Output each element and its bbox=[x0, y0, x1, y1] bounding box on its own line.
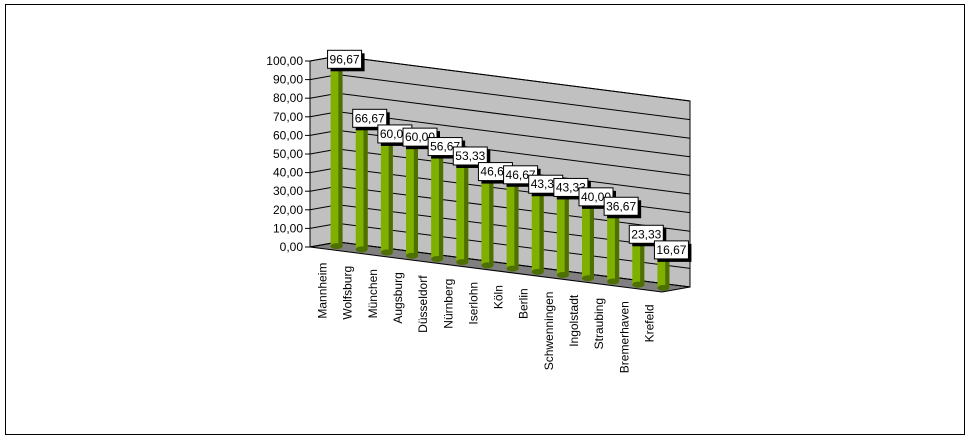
bar-body bbox=[506, 181, 519, 269]
bar-shade bbox=[665, 256, 670, 288]
bar-base bbox=[406, 252, 418, 259]
gridline bbox=[337, 92, 691, 139]
x-category-label: Ingolstadt bbox=[567, 294, 581, 347]
bar-shade bbox=[464, 162, 469, 263]
y-tick-label: 70,00 bbox=[273, 110, 303, 124]
bar-shade bbox=[438, 153, 444, 259]
x-category-label: München bbox=[366, 269, 380, 318]
bar-base bbox=[380, 249, 393, 256]
bar-base bbox=[556, 272, 569, 279]
gridline bbox=[337, 74, 691, 121]
y-tick-label: 10,00 bbox=[273, 221, 303, 235]
data-label-box bbox=[452, 146, 488, 166]
bar-base bbox=[582, 275, 594, 282]
data-label: 53,33 bbox=[455, 149, 485, 163]
bar-shade bbox=[388, 140, 393, 253]
bar-base bbox=[481, 262, 494, 269]
y-tick-label: 90,00 bbox=[273, 73, 303, 87]
bar-base bbox=[632, 281, 645, 288]
y-tick-label: 30,00 bbox=[273, 184, 303, 198]
data-label: 36,67 bbox=[606, 199, 636, 213]
x-category-label: Nürnberg bbox=[441, 279, 455, 329]
y-tick-label: 40,00 bbox=[273, 166, 303, 180]
x-category-label: Straubing bbox=[592, 298, 606, 349]
bar-base bbox=[330, 243, 343, 250]
bar-shade bbox=[338, 66, 343, 247]
y-tick-label: 60,00 bbox=[273, 128, 303, 142]
bar-shade bbox=[640, 241, 645, 285]
bar-shade bbox=[489, 178, 494, 266]
x-category-label: Köln bbox=[492, 285, 506, 309]
x-category-label: Wolfsburg bbox=[341, 266, 355, 320]
y-tick-label: 80,00 bbox=[273, 91, 303, 105]
x-category-label: Düsseldorf bbox=[416, 275, 430, 333]
x-category-label: Mannheim bbox=[316, 263, 330, 319]
x-category-label: Bremerhaven bbox=[617, 301, 631, 373]
x-category-label: Iserlohn bbox=[466, 282, 480, 325]
gridline bbox=[337, 111, 691, 158]
bar-base bbox=[355, 246, 368, 253]
y-tick-label: 50,00 bbox=[273, 147, 303, 161]
bar-shade bbox=[413, 144, 418, 256]
data-label-box bbox=[327, 49, 363, 69]
gridline bbox=[337, 55, 691, 102]
bar-shade bbox=[564, 194, 569, 276]
bar-base bbox=[431, 255, 444, 262]
data-label: 16,67 bbox=[656, 243, 686, 257]
data-label: 23,33 bbox=[631, 227, 661, 241]
data-label-box bbox=[628, 224, 664, 244]
x-category-label: Schwenningen bbox=[542, 292, 556, 371]
y-tick-label: 0,00 bbox=[280, 240, 304, 254]
data-label: 66,67 bbox=[355, 111, 385, 125]
bar-shade bbox=[514, 181, 519, 269]
y-tick-label: 100,00 bbox=[266, 54, 303, 68]
bar-shade bbox=[363, 125, 368, 250]
data-label-box bbox=[352, 108, 388, 128]
bar-shade bbox=[539, 191, 544, 272]
bar-base bbox=[506, 265, 519, 272]
bar-base bbox=[657, 284, 670, 291]
x-category-label: Augsburg bbox=[391, 272, 405, 323]
bar-base bbox=[456, 259, 469, 266]
data-label: 96,67 bbox=[330, 52, 360, 66]
data-label-box bbox=[653, 240, 689, 260]
x-category-label: Krefeld bbox=[642, 304, 656, 342]
bar-base bbox=[531, 268, 544, 275]
bar-shade bbox=[614, 213, 620, 282]
bar-shade bbox=[589, 203, 594, 279]
x-category-label: Berlin bbox=[517, 288, 531, 319]
y-tick-label: 20,00 bbox=[273, 203, 303, 217]
data-label-box bbox=[603, 196, 639, 216]
bar-base bbox=[607, 278, 620, 285]
